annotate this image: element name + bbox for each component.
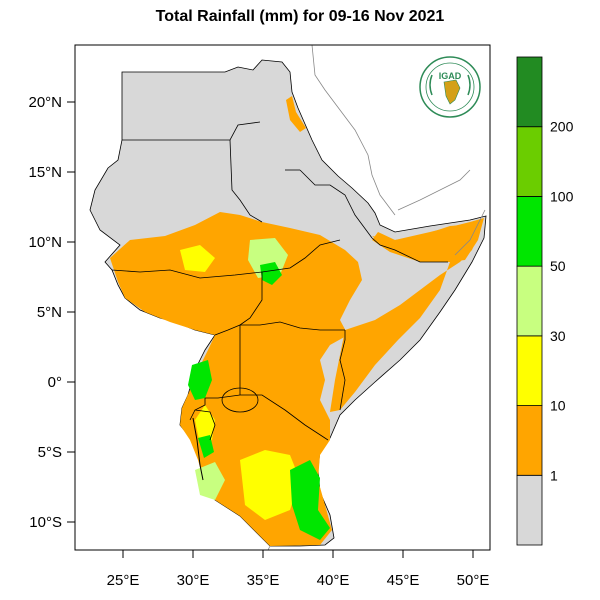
y-tick-label: 5°N (37, 304, 62, 321)
laurel-icon (429, 74, 471, 96)
y-tick-label: 10°N (28, 234, 62, 251)
color-bar-label: 1 (550, 467, 558, 483)
rain-band-30-50mm (195, 462, 225, 500)
igad-logo: IGAD (419, 56, 481, 118)
color-bar-swatch (516, 126, 543, 197)
x-tick-label: 30°E (177, 572, 210, 589)
rain-band-1-10mm-east (372, 218, 484, 262)
rain-band-50-100mm-sw (198, 435, 214, 458)
rain-band-1-10mm-coast (330, 224, 478, 412)
color-bar-swatch (516, 196, 543, 267)
x-tick-label: 35°E (247, 572, 280, 589)
y-tick-label: 0° (48, 374, 62, 391)
map-title: Total Rainfall (mm) for 09-16 Nov 2021 (155, 8, 445, 25)
country-borders (111, 121, 448, 441)
plot-frame (74, 44, 491, 551)
color-bar-swatch (516, 474, 543, 546)
y-axis: 20°N 15°N 10°N 5°N 0° 5°S 10°S (28, 94, 75, 531)
y-tick-label: 10°S (29, 514, 62, 531)
color-bar-label: 30 (550, 328, 566, 344)
color-bar-swatch (516, 335, 543, 406)
rain-band-50-100mm-lake (188, 360, 212, 400)
x-tick-label: 40°E (317, 572, 350, 589)
color-bar-swatch (516, 265, 543, 337)
x-tick-label: 50°E (457, 572, 490, 589)
rain-band-10-30mm-south (240, 450, 300, 520)
x-tick-label: 25°E (107, 572, 140, 589)
color-bar-swatch (516, 405, 543, 476)
rain-band-10-30mm-west (180, 245, 215, 272)
y-tick-label: 20°N (28, 94, 62, 111)
rain-band-1-10mm-north (286, 96, 306, 132)
color-bar-label: 200 (550, 119, 574, 135)
rain-band-50-100mm-ethiopia (260, 262, 282, 285)
x-axis: 25°E 30°E 35°E 40°E 45°E 50°E (107, 550, 490, 589)
color-bar-label: 50 (550, 258, 566, 274)
x-tick-label: 45°E (387, 572, 420, 589)
africa-icon (443, 79, 461, 105)
color-bar: 1 10 30 50 100 200 (516, 56, 574, 546)
color-bar-swatch (516, 56, 543, 128)
color-bar-label: 10 (550, 398, 566, 414)
logo-text: IGAD (439, 71, 462, 81)
neighbor-outlines (267, 45, 486, 550)
color-bar-label: 100 (550, 188, 574, 204)
rain-band-50-100mm-tanzania (290, 460, 330, 540)
y-tick-label: 15°N (28, 164, 62, 181)
y-tick-label: 5°S (38, 444, 62, 461)
rain-band-1-10mm (110, 212, 362, 546)
lake-tanganyika (192, 417, 204, 481)
